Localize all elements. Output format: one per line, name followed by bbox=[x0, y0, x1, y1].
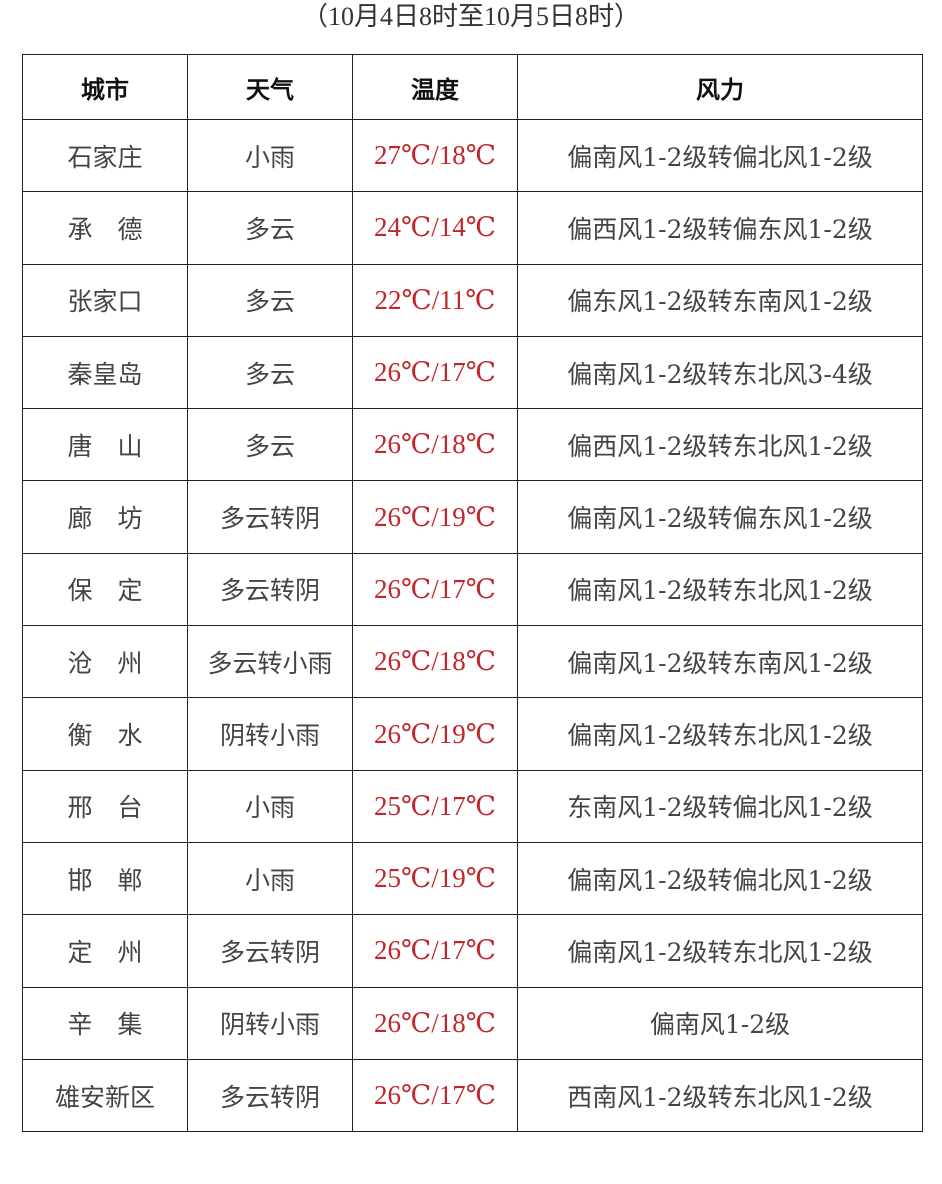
temperature-cell: 26℃/19℃ bbox=[352, 697, 518, 771]
temperature-cell: 27℃/18℃ bbox=[352, 118, 518, 193]
city-cell: 辛 集 bbox=[22, 986, 188, 1060]
city-cell: 承 德 bbox=[22, 191, 188, 265]
table-row: 保 定多云转阴 26℃/17℃ 偏南风1-2级转东北风1-2级 bbox=[22, 552, 923, 627]
table-row: 廊 坊多云转阴 26℃/19℃ 偏南风1-2级转偏东风1-2级 bbox=[22, 480, 923, 554]
forecast-period-subtitle: （10月4日8时至10月5日8时） bbox=[301, 2, 640, 31]
temperature-cell: 26℃/19℃ bbox=[352, 480, 518, 554]
wind-cell: 偏东风1-2级转东南风1-2级 bbox=[517, 263, 923, 337]
weather-cell: 多云 bbox=[187, 335, 353, 410]
wind-cell: 偏西风1-2级转偏东风1-2级 bbox=[517, 191, 923, 265]
temperature-cell: 25℃/19℃ bbox=[352, 841, 518, 916]
wind-cell: 偏南风1-2级 bbox=[517, 986, 923, 1060]
temperature-cell: 26℃/18℃ bbox=[352, 408, 518, 482]
weather-cell: 多云转阴 bbox=[187, 1058, 353, 1133]
header-temperature: 温度 bbox=[352, 54, 518, 120]
weather-cell: 小雨 bbox=[187, 841, 353, 916]
table-row: 定 州多云转阴 26℃/17℃ 偏南风1-2级转东北风1-2级 bbox=[22, 914, 923, 988]
weather-cell: 多云转阴 bbox=[187, 480, 353, 554]
header-weather: 天气 bbox=[187, 54, 353, 120]
weather-cell: 多云 bbox=[187, 263, 353, 337]
weather-cell: 多云转小雨 bbox=[187, 625, 353, 699]
header-city: 城市 bbox=[22, 54, 188, 120]
table-row: 张家口 多云 22℃/11℃ 偏东风1-2级转东南风1-2级 bbox=[22, 263, 923, 337]
city-cell: 沧 州 bbox=[22, 625, 188, 699]
city-cell: 秦皇岛 bbox=[22, 335, 188, 410]
city-cell: 邢 台 bbox=[22, 769, 188, 843]
weather-cell: 阴转小雨 bbox=[187, 986, 353, 1060]
table-row: 衡 水阴转小雨 26℃/19℃ 偏南风1-2级转东北风1-2级 bbox=[22, 697, 923, 771]
wind-cell: 偏南风1-2级转东北风3-4级 bbox=[517, 335, 923, 410]
city-cell: 唐 山 bbox=[22, 408, 188, 482]
table-row: 石家庄 小雨 27℃/18℃ 偏南风1-2级转偏北风1-2级 bbox=[22, 118, 923, 193]
wind-cell: 东南风1-2级转偏北风1-2级 bbox=[517, 769, 923, 843]
temperature-cell: 26℃/17℃ bbox=[352, 552, 518, 627]
temperature-cell: 26℃/17℃ bbox=[352, 1058, 518, 1133]
table-row: 唐 山多云 26℃/18℃ 偏西风1-2级转东北风1-2级 bbox=[22, 408, 923, 482]
temperature-cell: 24℃/14℃ bbox=[352, 191, 518, 265]
table-row: 邢 台小雨 25℃/17℃ 东南风1-2级转偏北风1-2级 bbox=[22, 769, 923, 843]
table-row: 雄安新区 多云转阴 26℃/17℃ 西南风1-2级转东北风1-2级 bbox=[22, 1058, 923, 1133]
city-cell: 定 州 bbox=[22, 914, 188, 988]
city-cell: 张家口 bbox=[22, 263, 188, 337]
weather-cell: 小雨 bbox=[187, 769, 353, 843]
weather-cell: 多云转阴 bbox=[187, 552, 353, 627]
city-cell: 雄安新区 bbox=[22, 1058, 188, 1133]
temperature-cell: 25℃/17℃ bbox=[352, 769, 518, 843]
weather-cell: 多云 bbox=[187, 408, 353, 482]
wind-cell: 偏南风1-2级转东北风1-2级 bbox=[517, 914, 923, 988]
table-row: 秦皇岛 多云 26℃/17℃ 偏南风1-2级转东北风3-4级 bbox=[22, 335, 923, 410]
table-row: 承 德多云 24℃/14℃ 偏西风1-2级转偏东风1-2级 bbox=[22, 191, 923, 265]
table-row: 辛 集阴转小雨 26℃/18℃ 偏南风1-2级 bbox=[22, 986, 923, 1060]
table-row: 邯 郸小雨 25℃/19℃ 偏南风1-2级转偏北风1-2级 bbox=[22, 841, 923, 916]
city-cell: 廊 坊 bbox=[22, 480, 188, 554]
wind-cell: 西南风1-2级转东北风1-2级 bbox=[517, 1058, 923, 1133]
temperature-cell: 26℃/18℃ bbox=[352, 986, 518, 1060]
weather-cell: 多云转阴 bbox=[187, 914, 353, 988]
wind-cell: 偏西风1-2级转东北风1-2级 bbox=[517, 408, 923, 482]
temperature-cell: 26℃/17℃ bbox=[352, 914, 518, 988]
wind-cell: 偏南风1-2级转东南风1-2级 bbox=[517, 625, 923, 699]
table-row: 沧 州多云转小雨 26℃/18℃ 偏南风1-2级转东南风1-2级 bbox=[22, 625, 923, 699]
weather-cell: 多云 bbox=[187, 191, 353, 265]
header-wind: 风力 bbox=[517, 54, 923, 120]
temperature-cell: 26℃/17℃ bbox=[352, 335, 518, 410]
city-cell: 石家庄 bbox=[22, 118, 188, 193]
wind-cell: 偏南风1-2级转偏北风1-2级 bbox=[517, 841, 923, 916]
weather-forecast-table: 城市 天气 温度 风力 石家庄 小雨 27℃/18℃ 偏南风1-2级转偏北风1-2级承… bbox=[22, 54, 923, 1133]
wind-cell: 偏南风1-2级转偏东风1-2级 bbox=[517, 480, 923, 554]
wind-cell: 偏南风1-2级转东北风1-2级 bbox=[517, 552, 923, 627]
wind-cell: 偏南风1-2级转东北风1-2级 bbox=[517, 697, 923, 771]
table-header-row: 城市 天气 温度 风力 bbox=[22, 54, 923, 120]
city-cell: 保 定 bbox=[22, 552, 188, 627]
weather-cell: 阴转小雨 bbox=[187, 697, 353, 771]
temperature-cell: 26℃/18℃ bbox=[352, 625, 518, 699]
weather-cell: 小雨 bbox=[187, 118, 353, 193]
temperature-cell: 22℃/11℃ bbox=[352, 263, 518, 337]
city-cell: 衡 水 bbox=[22, 697, 188, 771]
city-cell: 邯 郸 bbox=[22, 841, 188, 916]
wind-cell: 偏南风1-2级转偏北风1-2级 bbox=[517, 118, 923, 193]
